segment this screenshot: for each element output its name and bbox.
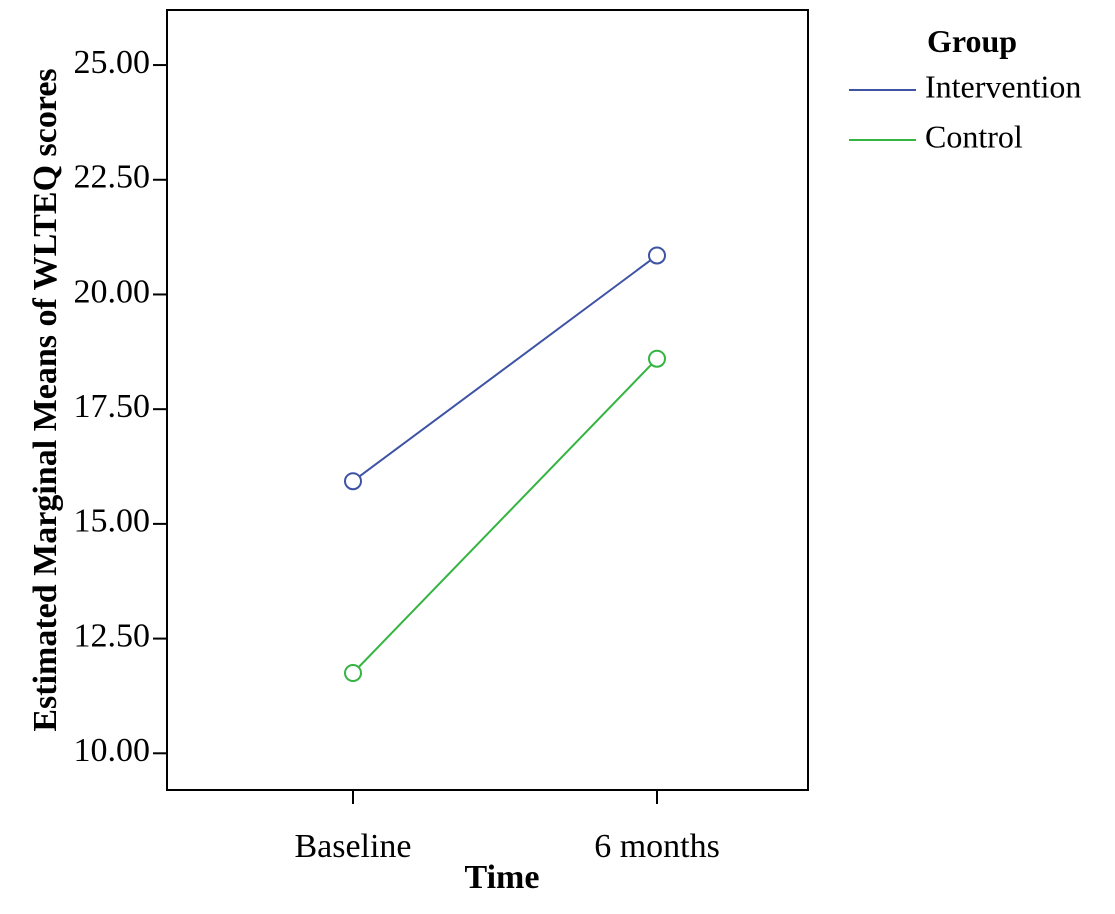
plot-frame xyxy=(166,9,809,791)
y-tick-label: 22.50 xyxy=(74,159,151,196)
y-axis: 10.00 12.50 15.00 17.50 20.00 22.50 25.00 xyxy=(74,44,167,769)
series-line xyxy=(352,358,658,674)
y-tick-label: 15.00 xyxy=(74,503,151,540)
series-line xyxy=(352,254,658,483)
data-point-marker xyxy=(648,349,666,368)
data-point-marker xyxy=(344,472,362,491)
y-axis-title: Estimated Marginal Means of WLTEQ scores xyxy=(27,68,64,731)
data-point-marker xyxy=(344,664,362,682)
legend: Group Intervention Control xyxy=(849,23,1081,154)
x-tick-label: Baseline xyxy=(294,828,411,865)
series-layer xyxy=(344,246,666,682)
y-tick-label: 10.00 xyxy=(74,732,151,769)
y-tick-label: 20.00 xyxy=(74,273,151,310)
y-tick-label: 17.50 xyxy=(74,388,151,425)
y-tick-label: 12.50 xyxy=(74,617,151,654)
x-tick-label: 6 months xyxy=(594,828,720,865)
x-axis: Baseline 6 months xyxy=(294,790,720,865)
legend-title: Group xyxy=(927,23,1017,59)
y-tick-label: 25.00 xyxy=(74,44,151,81)
data-point-marker xyxy=(648,246,666,265)
legend-label: Control xyxy=(925,118,1023,154)
x-axis-title: Time xyxy=(465,859,540,896)
legend-label: Intervention xyxy=(925,68,1081,104)
